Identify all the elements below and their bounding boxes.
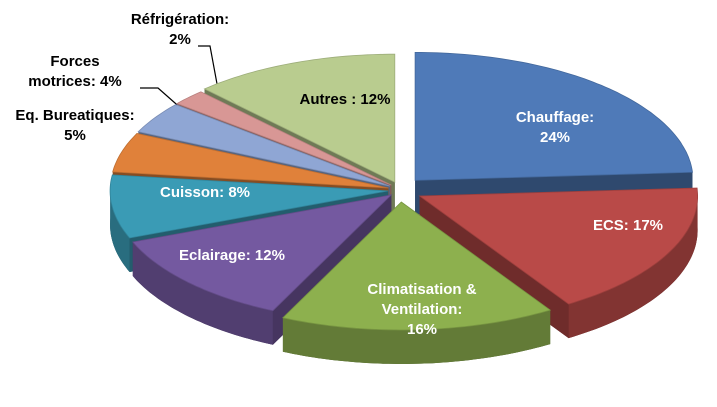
slice-rim — [282, 310, 551, 364]
category-label: Forces motrices: — [28, 53, 100, 90]
value-label: 24% — [539, 129, 571, 146]
slice-label: Chauffage: 24% — [495, 108, 615, 148]
slice-label: Eclairage: 12% — [167, 246, 297, 266]
slice — [176, 91, 392, 186]
slice-rim — [132, 242, 273, 345]
category-label: Réfrigération: — [130, 11, 230, 28]
slice-label: ECS: 17% — [568, 216, 688, 236]
slice — [137, 104, 391, 187]
slice — [109, 174, 389, 239]
slice-label: Autres : 12% — [285, 90, 405, 110]
slice-label: Cuisson: 8% — [150, 183, 260, 203]
slice — [282, 201, 552, 331]
slice-label: Réfrigération: 2% — [110, 10, 250, 50]
category-label: Eq. Bureatiques: — [15, 107, 135, 124]
slice-label: Climatisation & Ventilation: 16% — [352, 280, 492, 340]
slice-rim — [110, 190, 130, 272]
slice — [203, 53, 396, 183]
value-label: 8% — [228, 184, 251, 201]
category-label: Autres : — [299, 91, 357, 108]
category-label: Cuisson: — [159, 184, 225, 201]
value-label: 12% — [360, 91, 391, 108]
value-label: 2% — [169, 31, 191, 48]
slice-rim — [568, 196, 698, 339]
slice — [414, 52, 693, 181]
slice-label: Forces motrices: 4% — [25, 52, 125, 92]
slice — [418, 187, 698, 305]
category-label: Eclairage: — [179, 247, 251, 264]
category-label: Chauffage: — [515, 109, 595, 126]
slice — [112, 133, 389, 189]
category-label: ECS: — [592, 217, 629, 234]
value-label: 16% — [406, 321, 438, 338]
category-label: Climatisation & Ventilation: — [367, 281, 477, 318]
slice — [132, 194, 393, 312]
value-label: 4% — [100, 73, 122, 90]
value-label: 17% — [632, 217, 664, 234]
slice-label: Eq. Bureatiques: 5% — [10, 106, 140, 146]
leader-line — [198, 45, 221, 101]
value-label: 12% — [254, 247, 285, 264]
value-label: 5% — [64, 127, 86, 144]
